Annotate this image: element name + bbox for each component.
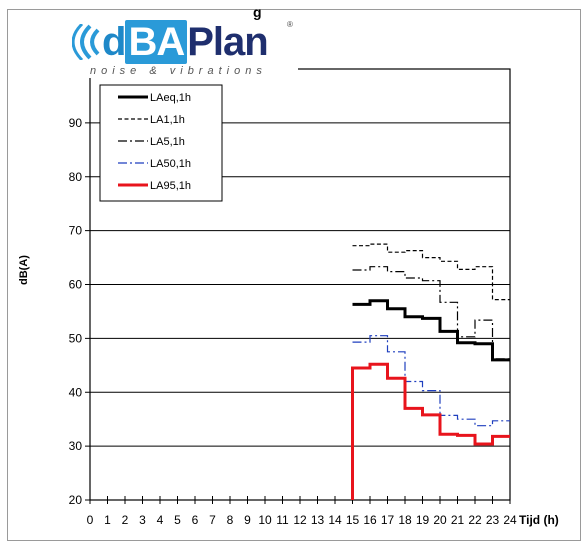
x-tick-label: 0 bbox=[87, 513, 94, 527]
x-tick-label: 5 bbox=[174, 513, 181, 527]
chart-title-fragment: g bbox=[253, 4, 262, 20]
logo-wordmark: dBAPlan bbox=[102, 20, 269, 64]
y-tick-label: 70 bbox=[69, 224, 83, 238]
x-tick-label: 12 bbox=[293, 513, 307, 527]
y-tick-label: 60 bbox=[69, 278, 83, 292]
x-tick-label: 3 bbox=[139, 513, 146, 527]
x-tick-label: 21 bbox=[451, 513, 465, 527]
logo-tagline: noise & vibrations bbox=[90, 65, 267, 77]
x-tick-label: 23 bbox=[486, 513, 500, 527]
x-tick-label: 4 bbox=[157, 513, 164, 527]
x-tick-label: 8 bbox=[227, 513, 234, 527]
x-tick-label: 15 bbox=[346, 513, 360, 527]
axes bbox=[85, 68, 511, 504]
legend-label: LA1,1h bbox=[150, 114, 185, 126]
legend-label: LA50,1h bbox=[150, 158, 191, 170]
series-line-la50-1h bbox=[352, 335, 510, 427]
series-line-la95-1h bbox=[351, 362, 510, 500]
x-tick-label: 16 bbox=[363, 513, 377, 527]
x-tick-label: 2 bbox=[122, 513, 129, 527]
series-line-la5-1h bbox=[352, 266, 510, 360]
x-tick-label: 20 bbox=[433, 513, 447, 527]
x-axis-label: Tijd (h) bbox=[519, 513, 559, 527]
y-tick-label: 90 bbox=[69, 116, 83, 130]
x-tick-label: 14 bbox=[328, 513, 342, 527]
y-tick-label: 30 bbox=[69, 439, 83, 453]
series-line-la1-1h bbox=[352, 243, 510, 301]
series-line-laeq-1h bbox=[352, 299, 510, 362]
legend-label: LA95,1h bbox=[150, 180, 191, 192]
x-tick-labels: 0 1 2 3 4 5 6 7 8 9 10 11 12 13 14 15 16 17 18 19 20 21 22 23 24 bbox=[87, 513, 517, 527]
sound-wave-icon bbox=[72, 24, 102, 60]
y-tick-labels: 203040506070809010 bbox=[69, 62, 83, 507]
y-tick-label: 80 bbox=[69, 170, 83, 184]
y-tick-label: 50 bbox=[69, 331, 83, 345]
y-tick-label: 20 bbox=[69, 493, 83, 507]
logo: dBAPlan ® noise & vibrations bbox=[58, 20, 298, 78]
legend-box bbox=[99, 84, 223, 202]
x-tick-label: 7 bbox=[209, 513, 216, 527]
x-tick-label: 6 bbox=[192, 513, 199, 527]
x-tick-label: 24 bbox=[503, 513, 517, 527]
legend-label: LAeq,1h bbox=[150, 92, 191, 104]
x-tick-label: 9 bbox=[244, 513, 251, 527]
legend: LAeq,1h LA1,1h LA5,1h LA50,1h LA95,1h bbox=[99, 84, 223, 202]
x-tick-label: 11 bbox=[276, 513, 289, 527]
x-tick-label: 17 bbox=[381, 513, 395, 527]
x-tick-label: 10 bbox=[258, 513, 272, 527]
logo-registered-mark: ® bbox=[287, 20, 293, 29]
y-tick-label: 40 bbox=[69, 385, 83, 399]
x-tick-label: 18 bbox=[398, 513, 412, 527]
series-lines bbox=[351, 243, 510, 500]
x-tick-label: 19 bbox=[416, 513, 430, 527]
legend-label: LA5,1h bbox=[150, 136, 185, 148]
x-tick-label: 13 bbox=[311, 513, 325, 527]
x-tick-label: 1 bbox=[104, 513, 111, 527]
y-axis-label: dB(A) bbox=[18, 255, 30, 285]
x-tick-label: 22 bbox=[468, 513, 482, 527]
